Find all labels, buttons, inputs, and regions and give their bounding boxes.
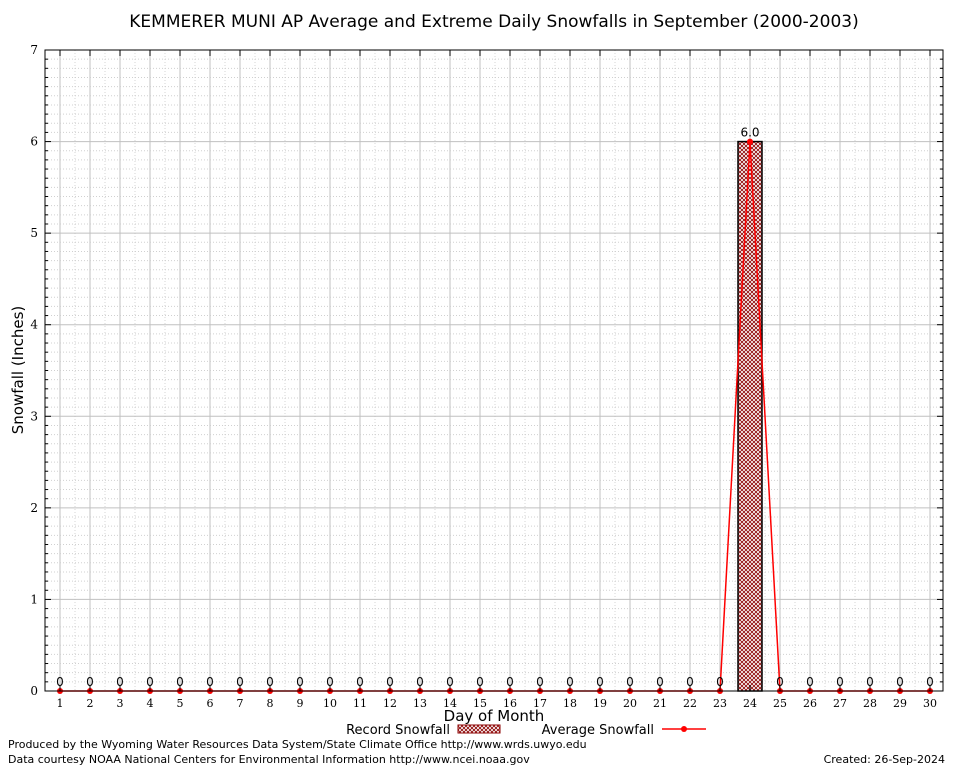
data-label-day-11: 0 bbox=[356, 675, 364, 689]
average-point-day-24 bbox=[747, 138, 753, 145]
x-tick-labels: 1 2 3 4 5 6 7 8 9 10 11 12 13 14 15 16 17 18 19 20 21 22 23 24 2… bbox=[57, 697, 938, 710]
y-tick-label: 2 bbox=[30, 501, 38, 515]
x-tick-label-day-9: 9 bbox=[297, 697, 304, 710]
data-label-day-2: 0 bbox=[86, 675, 94, 689]
y-tick-label: 5 bbox=[30, 226, 38, 240]
data-label-day-23: 0 bbox=[716, 675, 724, 689]
x-tick-label-day-8: 8 bbox=[267, 697, 274, 710]
data-label-day-5: 0 bbox=[176, 675, 184, 689]
data-label-day-26: 0 bbox=[806, 675, 814, 689]
data-label-day-15: 0 bbox=[476, 675, 484, 689]
x-tick-label-day-4: 4 bbox=[147, 697, 154, 710]
data-label-day-7: 0 bbox=[236, 675, 244, 689]
x-tick-label-day-3: 3 bbox=[117, 697, 124, 710]
footer-courtesy: Data courtesy NOAA National Centers for … bbox=[8, 753, 530, 766]
record-bar-day-24 bbox=[737, 140, 763, 692]
x-tick-label-day-20: 20 bbox=[623, 697, 637, 710]
data-label-day-27: 0 bbox=[836, 675, 844, 689]
x-tick-label-day-16: 16 bbox=[503, 697, 517, 710]
x-axis-label: Day of Month bbox=[444, 707, 545, 725]
x-tick-label-day-25: 25 bbox=[773, 697, 787, 710]
legend-average-marker bbox=[681, 726, 687, 732]
data-label-day-8: 0 bbox=[266, 675, 274, 689]
data-label-day-16: 0 bbox=[506, 675, 514, 689]
x-tick-label-day-21: 21 bbox=[653, 697, 667, 710]
legend-record-label: Record Snowfall bbox=[346, 723, 450, 738]
axis-ticks bbox=[45, 49, 943, 692]
x-tick-label-day-29: 29 bbox=[893, 697, 907, 710]
x-tick-label-day-15: 15 bbox=[473, 697, 487, 710]
x-tick-label-day-26: 26 bbox=[803, 697, 817, 710]
data-label-day-12: 0 bbox=[386, 675, 394, 689]
y-tick-label: 0 bbox=[30, 684, 38, 698]
data-label-day-18: 0 bbox=[566, 675, 574, 689]
x-tick-label-day-13: 13 bbox=[413, 697, 427, 710]
data-labels: 0 0 0 0 0 0 0 0 0 0 0 0 0 0 0 0 0 0 0 0 0 0 0 6.0 0 0 0 0 0 0 bbox=[56, 126, 934, 689]
y-tick-label: 3 bbox=[30, 409, 38, 423]
data-label-day-22: 0 bbox=[686, 675, 694, 689]
data-label-day-3: 0 bbox=[116, 675, 124, 689]
legend-average-label: Average Snowfall bbox=[542, 723, 654, 738]
y-tick-labels: 0 1 2 3 4 5 6 7 bbox=[30, 43, 38, 698]
data-label-day-21: 0 bbox=[656, 675, 664, 689]
x-tick-label-day-1: 1 bbox=[57, 697, 64, 710]
footer-produced-by: Produced by the Wyoming Water Resources … bbox=[8, 738, 587, 751]
x-tick-label-day-23: 23 bbox=[713, 697, 727, 710]
record-bars bbox=[737, 140, 763, 692]
data-label-day-29: 0 bbox=[896, 675, 904, 689]
x-tick-label-day-6: 6 bbox=[207, 697, 214, 710]
data-label-day-1: 0 bbox=[56, 675, 64, 689]
x-tick-label-day-22: 22 bbox=[683, 697, 697, 710]
x-tick-label-day-17: 17 bbox=[533, 697, 547, 710]
x-tick-label-day-14: 14 bbox=[443, 697, 457, 710]
x-tick-label-day-10: 10 bbox=[323, 697, 337, 710]
data-label-day-28: 0 bbox=[866, 675, 874, 689]
y-axis-label: Snowfall (Inches) bbox=[9, 306, 27, 434]
y-tick-label: 1 bbox=[30, 592, 38, 606]
data-label-day-30: 0 bbox=[926, 675, 934, 689]
y-tick-label: 4 bbox=[30, 318, 38, 332]
data-label-day-6: 0 bbox=[206, 675, 214, 689]
legend-record-swatch bbox=[457, 724, 501, 734]
x-tick-label-day-5: 5 bbox=[177, 697, 184, 710]
data-label-day-9: 0 bbox=[296, 675, 304, 689]
grid-lines bbox=[45, 49, 943, 692]
chart-title: KEMMERER MUNI AP Average and Extreme Dai… bbox=[129, 12, 858, 32]
data-label-day-20: 0 bbox=[626, 675, 634, 689]
data-label-day-19: 0 bbox=[596, 675, 604, 689]
data-label-day-25: 0 bbox=[776, 675, 784, 689]
data-label-day-14: 0 bbox=[446, 675, 454, 689]
x-tick-label-day-19: 19 bbox=[593, 697, 607, 710]
x-tick-label-day-12: 12 bbox=[383, 697, 397, 710]
data-label-day-24: 6.0 bbox=[740, 126, 759, 140]
x-tick-label-day-11: 11 bbox=[353, 697, 367, 710]
x-tick-label-day-18: 18 bbox=[563, 697, 577, 710]
x-tick-label-day-30: 30 bbox=[923, 697, 937, 710]
x-tick-label-day-2: 2 bbox=[87, 697, 94, 710]
x-tick-label-day-24: 24 bbox=[743, 697, 757, 710]
data-label-day-10: 0 bbox=[326, 675, 334, 689]
data-label-day-13: 0 bbox=[416, 675, 424, 689]
data-label-day-17: 0 bbox=[536, 675, 544, 689]
x-tick-label-day-7: 7 bbox=[237, 697, 244, 710]
x-tick-label-day-27: 27 bbox=[833, 697, 847, 710]
y-tick-label: 7 bbox=[30, 43, 38, 57]
y-tick-label: 6 bbox=[30, 135, 38, 149]
legend: Record Snowfall Average Snowfall bbox=[346, 723, 706, 738]
footer-created: Created: 26-Sep-2024 bbox=[824, 753, 945, 766]
x-tick-label-day-28: 28 bbox=[863, 697, 877, 710]
data-label-day-4: 0 bbox=[146, 675, 154, 689]
